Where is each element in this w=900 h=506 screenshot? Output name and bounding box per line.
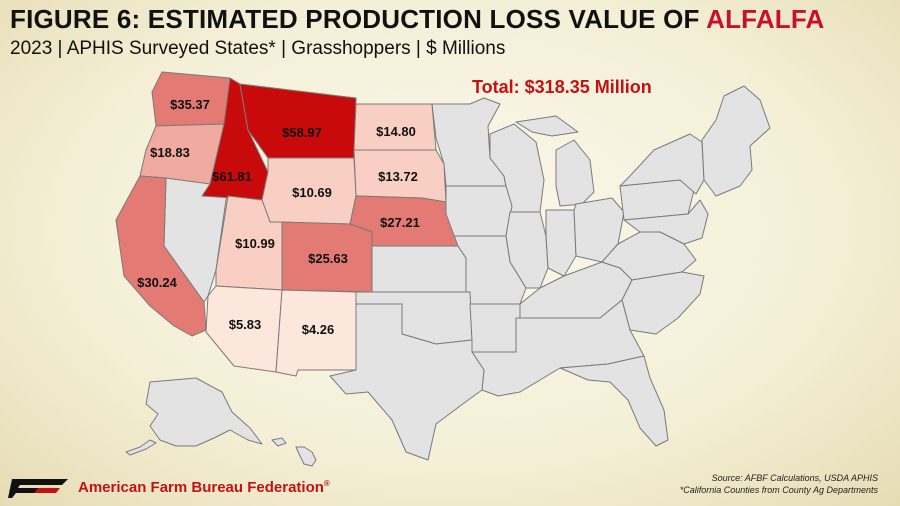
- state-hawaii-islet: [271, 437, 287, 447]
- organization-name: American Farm Bureau Federation®: [78, 479, 330, 496]
- state-hawaii: [295, 446, 317, 467]
- state-michigan: [515, 115, 595, 207]
- label-oregon: $18.83: [150, 145, 190, 160]
- figure-subtitle: 2023 | APHIS Surveyed States* | Grasshop…: [10, 38, 506, 59]
- state-california: [115, 175, 207, 337]
- label-new-mexico: $4.26: [302, 322, 335, 337]
- state-iowa: [445, 185, 513, 237]
- state-virginias: [601, 231, 697, 281]
- state-new-england: [701, 85, 771, 197]
- state-kansas: [365, 245, 467, 293]
- label-colorado: $25.63: [308, 251, 348, 266]
- state-texas: [329, 303, 485, 461]
- afbf-logo-icon: [8, 479, 68, 498]
- label-arizona: $5.83: [229, 317, 262, 332]
- figure-title: FIGURE 6: ESTIMATED PRODUCTION LOSS VALU…: [10, 4, 825, 34]
- state-arkansas: [469, 303, 521, 353]
- label-california: $30.24: [137, 275, 178, 290]
- state-montana: [239, 83, 357, 159]
- label-idaho: $61.81: [212, 169, 252, 184]
- state-florida: [559, 355, 669, 447]
- state-colorado: [281, 221, 373, 293]
- label-washington: $35.37: [170, 97, 210, 112]
- source-notes: Source: AFBF Calculations, USDA APHIS *C…: [680, 472, 878, 496]
- total-value: Total: $318.35 Million: [472, 77, 652, 97]
- title-highlight: ALFALFA: [706, 4, 825, 34]
- state-carolinas: [621, 271, 705, 335]
- label-nebraska: $27.21: [380, 215, 420, 230]
- label-south-dakota: $13.72: [378, 169, 418, 184]
- label-wyoming: $10.69: [292, 185, 332, 200]
- state-new-mexico: [275, 289, 357, 377]
- state-indiana: [545, 209, 577, 277]
- footnote-line: *California Counties from County Ag Depa…: [679, 485, 878, 495]
- state-alaska-chain: [125, 439, 157, 456]
- label-montana: $58.97: [282, 125, 322, 140]
- state-alaska: [145, 377, 263, 447]
- label-utah: $10.99: [235, 236, 275, 251]
- label-north-dakota: $14.80: [376, 124, 416, 139]
- source-line: Source: AFBF Calculations, USDA APHIS: [711, 473, 878, 483]
